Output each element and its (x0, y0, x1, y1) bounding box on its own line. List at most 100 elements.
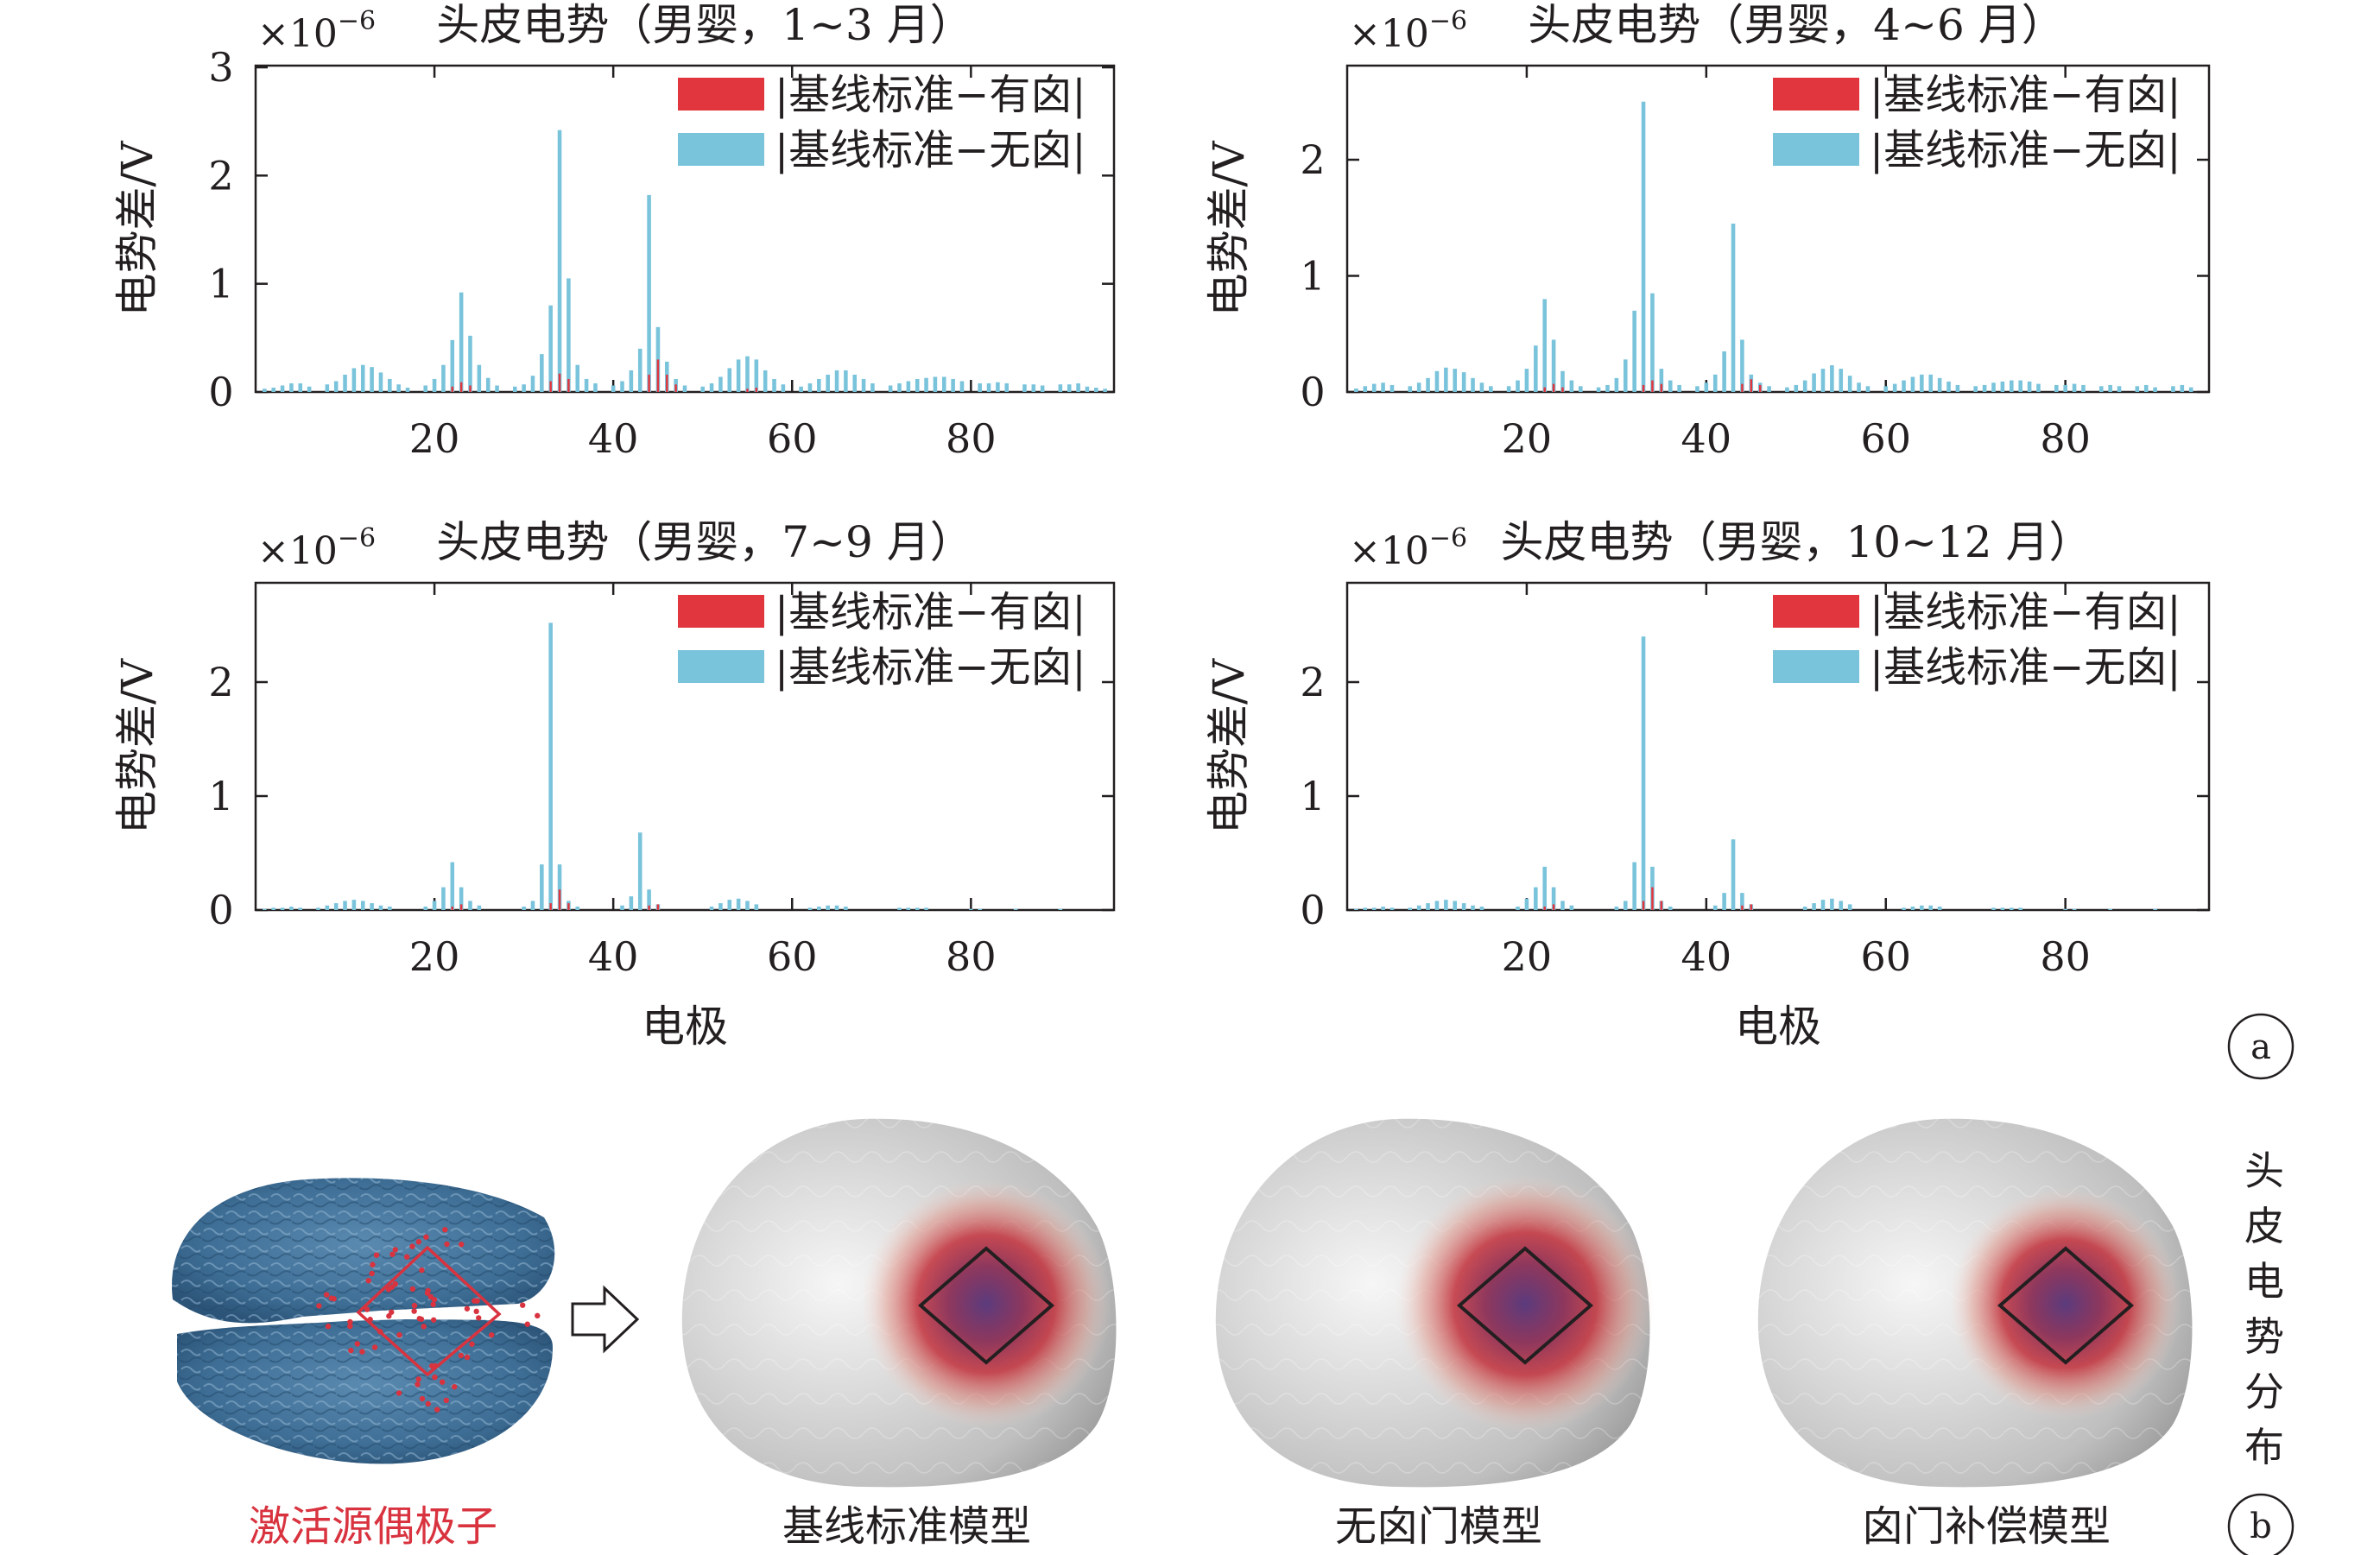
bar-with-fontanelle (666, 374, 668, 392)
bar-without-fontanelle (263, 389, 267, 392)
dipole-point (323, 1292, 330, 1298)
bar-without-fontanelle (807, 382, 813, 392)
dipole-point (473, 1308, 479, 1315)
bar-with-fontanelle (1642, 384, 1645, 392)
dipole-point (325, 1324, 332, 1330)
chart-title: 头皮电势（男婴，4~6 月） (1528, 0, 2064, 50)
bar-without-fontanelle (1103, 389, 1107, 392)
bar-without-fontanelle (1408, 907, 1413, 910)
legend-label-with-fontanelle: |基线标准−有囟| (775, 588, 1086, 636)
bar-with-fontanelle (1758, 384, 1762, 392)
bar-without-fontanelle (1650, 293, 1655, 392)
bar-without-fontanelle (1605, 384, 1610, 392)
dipole-point (396, 1390, 402, 1396)
bar-without-fontanelle (1857, 382, 1861, 392)
bar-without-fontanelle (343, 374, 347, 392)
bar-without-fontanelle (1614, 907, 1619, 910)
bar-without-fontanelle (781, 384, 786, 392)
dipole-region-outline (1456, 1246, 1594, 1365)
bar-without-fontanelle (2072, 908, 2077, 910)
bar-without-fontanelle (620, 381, 624, 392)
bar-without-fontanelle (620, 905, 624, 910)
bar-without-fontanelle (2143, 384, 2149, 392)
x-tick-label: 20 (409, 415, 460, 462)
x-tick-label: 40 (588, 933, 639, 980)
dipole-point (419, 1395, 426, 1402)
bar-without-fontanelle (522, 384, 526, 392)
bar-without-fontanelle (360, 901, 365, 910)
bar-without-fontanelle (1830, 365, 1834, 392)
bar-without-fontanelle (530, 901, 535, 910)
bar-without-fontanelle (629, 370, 634, 392)
panel-b: 激活源偶极子 基线标准模型 无囟门模型 囟门补偿模型 头 皮 电 势 分 布 b (172, 1118, 2295, 1555)
legend-label-without-fontanelle: |基线标准−无囟| (1870, 643, 2181, 692)
bar-without-fontanelle (924, 907, 928, 910)
bar-without-fontanelle (629, 896, 634, 910)
bar-without-fontanelle (924, 377, 928, 392)
bar-without-fontanelle (1973, 386, 1978, 392)
dipole-point (425, 1287, 431, 1294)
bar-without-fontanelle (1444, 367, 1448, 392)
head-fontanelle-compensated (1757, 1118, 2193, 1488)
bar-without-fontanelle (817, 378, 821, 392)
dipole-point (365, 1278, 371, 1284)
bar-without-fontanelle (1542, 866, 1547, 910)
dipole-point (389, 1251, 396, 1257)
bar-without-fontanelle (647, 889, 651, 910)
bar-without-fontanelle (405, 387, 410, 392)
x-tick-label: 60 (1860, 933, 1911, 980)
source-caption: 激活源偶极子 (249, 1502, 497, 1551)
bar-without-fontanelle (1740, 339, 1744, 392)
bar-without-fontanelle (1820, 369, 1826, 392)
x-tick-label: 20 (1502, 933, 1553, 980)
bar-without-fontanelle (1641, 101, 1646, 392)
bar-with-fontanelle (746, 389, 749, 392)
bar-without-fontanelle (1632, 310, 1636, 392)
dipole-point (442, 1226, 448, 1233)
dipole-point (535, 1312, 541, 1319)
bar-without-fontanelle (325, 384, 330, 392)
bar-without-fontanelle (1910, 907, 1915, 910)
bar-with-fontanelle (459, 904, 463, 910)
y-tick-label: 1 (208, 261, 233, 307)
dipole-point (476, 1315, 482, 1321)
bar-without-fontanelle (1426, 377, 1430, 392)
bar-without-fontanelle (1551, 339, 1556, 392)
bar-with-fontanelle (648, 374, 650, 392)
bar-without-fontanelle (2153, 908, 2157, 910)
bar-with-fontanelle (549, 381, 552, 392)
bar-without-fontanelle (1506, 386, 1511, 392)
plot-frame (1345, 64, 2211, 394)
legend-swatch-without-fontanelle (1773, 133, 1859, 166)
bar-without-fontanelle (1982, 384, 1987, 392)
bar-without-fontanelle (870, 382, 875, 392)
bar-without-fontanelle (915, 378, 920, 392)
bar-without-fontanelle (817, 907, 821, 910)
bar-with-fontanelle (567, 378, 570, 392)
bar-without-fontanelle (2180, 384, 2185, 392)
y-multiplier: ×10−6 (1349, 523, 1467, 573)
bar-without-fontanelle (2010, 907, 2014, 910)
bar-without-fontanelle (333, 381, 339, 392)
bar-without-fontanelle (1551, 887, 1556, 910)
bar-without-fontanelle (1371, 907, 1377, 910)
bar-without-fontanelle (933, 376, 938, 392)
dipole-point (409, 1286, 416, 1293)
dipole-point (458, 1352, 465, 1359)
bar-without-fontanelle (333, 903, 339, 910)
bar-without-fontanelle (1641, 636, 1646, 910)
bar-without-fontanelle (2108, 908, 2112, 910)
bar-without-fontanelle (441, 364, 446, 392)
panel-b-label: b (2250, 1507, 2272, 1546)
bar-without-fontanelle (1677, 384, 1681, 392)
dipole-point (431, 1296, 438, 1303)
arrow-icon (571, 1285, 640, 1354)
bar-without-fontanelle (1524, 898, 1529, 910)
bar-without-fontanelle (1722, 351, 1726, 392)
y-multiplier: ×10−6 (1349, 6, 1467, 56)
dipole-point (347, 1323, 353, 1330)
bar-without-fontanelle (1013, 908, 1018, 910)
dipole-point (392, 1247, 398, 1253)
bar-without-fontanelle (709, 382, 714, 392)
bar-with-fontanelle (1543, 907, 1546, 910)
